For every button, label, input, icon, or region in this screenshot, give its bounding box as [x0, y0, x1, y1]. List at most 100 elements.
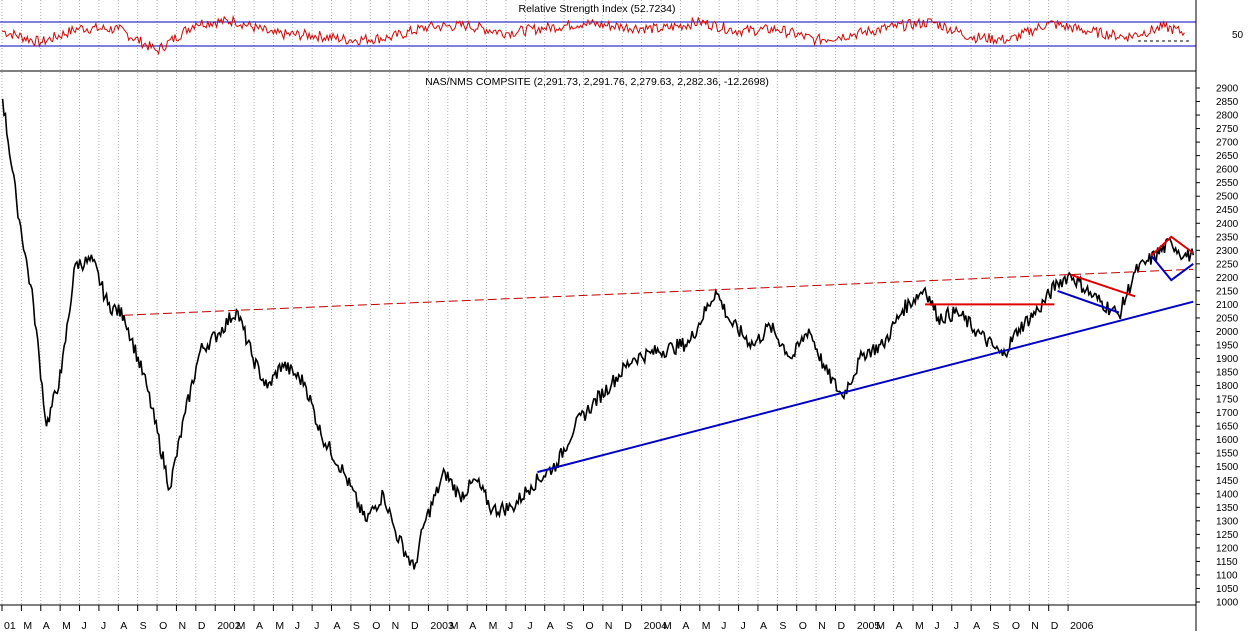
y-tick-label: 1050: [1216, 584, 1239, 595]
x-tick-label: A: [256, 620, 263, 631]
y-tick-label: 2050: [1216, 313, 1239, 324]
y-tick-label: 1250: [1216, 530, 1239, 541]
y-tick-label: 1850: [1216, 368, 1239, 379]
x-tick-label: J: [527, 620, 532, 631]
y-tick-label: 1750: [1216, 395, 1239, 406]
x-tick-label: A: [973, 620, 980, 631]
trendline-6: [1150, 235, 1194, 257]
x-tick-label: A: [682, 620, 689, 631]
x-tick-label: D: [624, 620, 632, 631]
y-tick-label: 2550: [1216, 178, 1239, 189]
x-tick-label: D: [1051, 620, 1059, 631]
x-tick-label: D: [198, 620, 206, 631]
rsi-panel: [0, 14, 1196, 56]
y-tick-label: 2900: [1216, 84, 1239, 95]
y-tick-label: 1400: [1216, 489, 1239, 500]
x-tick-label: M: [62, 620, 71, 631]
y-tick-label: 2150: [1216, 286, 1239, 297]
x-tick-label: M: [663, 620, 672, 631]
y-tick-label: 2850: [1216, 97, 1239, 108]
x-tick-label: S: [779, 620, 786, 631]
x-tick-label: O: [585, 620, 593, 631]
x-tick-label: N: [1031, 620, 1039, 631]
x-tick-label: A: [547, 620, 554, 631]
rsi-series-line-0: [1, 14, 1185, 56]
y-tick-label: 2000: [1216, 327, 1239, 338]
x-tick-label: J: [295, 620, 300, 631]
x-tick-label: 2002: [217, 620, 241, 631]
trendline-3: [1070, 273, 1136, 298]
rsi-title: Relative Strength Index (52.7234): [518, 3, 675, 15]
y-tick-label: 1150: [1216, 557, 1238, 568]
x-tick-label: 2003: [430, 620, 454, 631]
x-tick-label: N: [818, 620, 826, 631]
x-tick-label: O: [1012, 620, 1020, 631]
y-tick-label: 2350: [1216, 232, 1239, 243]
y-tick-label: 1950: [1216, 341, 1239, 352]
x-tick-label: 01: [4, 620, 16, 631]
y-tick-label: 2100: [1216, 300, 1239, 311]
x-tick-label: A: [43, 620, 50, 631]
x-tick-label: M: [876, 620, 885, 631]
price-title: NAS/NMS COMPSITE (2,291.73, 2,291.76, 2,…: [425, 76, 769, 88]
x-tick-label: S: [566, 620, 573, 631]
trendline-4: [1057, 289, 1120, 314]
x-tick-label: A: [760, 620, 767, 631]
x-tick-label: J: [954, 620, 959, 631]
price-series-line-0: [1, 98, 1195, 570]
grid-layer: [1, 0, 1069, 605]
x-tick-label: J: [741, 620, 746, 631]
y-tick-label: 1900: [1216, 354, 1239, 365]
y-tick-label: 2250: [1216, 259, 1239, 270]
y-tick-label: 1300: [1216, 516, 1239, 527]
y-tick-label: 1350: [1216, 503, 1239, 514]
x-tick-label: O: [372, 620, 380, 631]
x-tick-label: M: [237, 620, 246, 631]
y-tick-label: 2400: [1216, 219, 1239, 230]
y-tick-label: 1200: [1216, 543, 1239, 554]
x-tick-label: O: [799, 620, 807, 631]
y-tick-label: 1800: [1216, 381, 1239, 392]
y-tick-label: 2200: [1216, 273, 1239, 284]
y-tick-label: 2650: [1216, 151, 1239, 162]
x-tick-label: M: [450, 620, 459, 631]
y-tick-label: 1600: [1216, 435, 1239, 446]
rsi-y-tick-label: 50: [1232, 30, 1244, 41]
x-tick-label: M: [23, 620, 32, 631]
x-tick-label: S: [140, 620, 147, 631]
x-tick-label: 2006: [1070, 620, 1094, 631]
x-tick-label: J: [508, 620, 513, 631]
y-tick-label: 1450: [1216, 476, 1239, 487]
x-tick-label: N: [178, 620, 186, 631]
x-tick-label: J: [314, 620, 319, 631]
x-tick-label: 2004: [644, 620, 668, 631]
y-tick-label: 1550: [1216, 449, 1239, 460]
x-tick-label: M: [702, 620, 711, 631]
y-tick-label: 2300: [1216, 246, 1239, 257]
y-tick-label: 1650: [1216, 422, 1239, 433]
x-tick-label: N: [392, 620, 400, 631]
x-tick-label: A: [334, 620, 341, 631]
y-tick-label: 2750: [1216, 124, 1239, 135]
x-tick-label: O: [159, 620, 167, 631]
x-tick-label: D: [411, 620, 419, 631]
trendline-1: [537, 300, 1194, 474]
x-tick-label: A: [469, 620, 476, 631]
trendline-5: [1150, 255, 1194, 282]
x-tick-label: J: [721, 620, 726, 631]
x-tick-label: M: [275, 620, 284, 631]
x-tick-label: S: [993, 620, 1000, 631]
x-tick-label: J: [82, 620, 87, 631]
x-tick-label: J: [101, 620, 106, 631]
x-tick-label: J: [934, 620, 939, 631]
y-tick-label: 1000: [1216, 598, 1239, 609]
y-tick-label: 2600: [1216, 165, 1239, 176]
y-tick-label: 2800: [1216, 111, 1239, 122]
x-tick-label: M: [915, 620, 924, 631]
x-tick-label: A: [120, 620, 127, 631]
x-tick-label: D: [837, 620, 845, 631]
x-tick-label: 2005: [857, 620, 881, 631]
